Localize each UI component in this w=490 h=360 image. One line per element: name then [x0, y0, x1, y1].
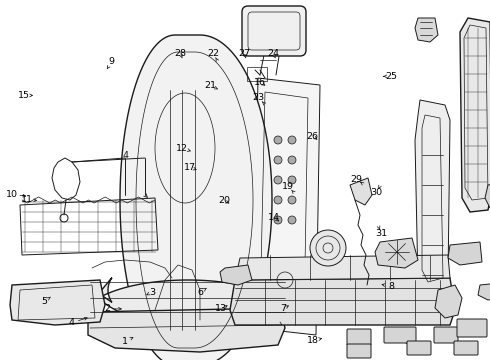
FancyBboxPatch shape [384, 327, 416, 343]
Polygon shape [485, 182, 490, 208]
Polygon shape [88, 308, 285, 352]
Text: 7: 7 [280, 304, 286, 313]
Circle shape [274, 156, 282, 164]
Circle shape [288, 196, 296, 204]
Circle shape [274, 136, 282, 144]
Text: 12: 12 [176, 144, 188, 153]
Polygon shape [415, 100, 450, 298]
Text: 29: 29 [351, 175, 363, 184]
Text: 20: 20 [219, 197, 230, 205]
FancyBboxPatch shape [454, 341, 478, 355]
Text: 31: 31 [375, 230, 387, 238]
Text: 1: 1 [122, 337, 128, 346]
Circle shape [310, 230, 346, 266]
Text: 8: 8 [388, 282, 394, 291]
Polygon shape [88, 278, 288, 326]
Text: 17: 17 [184, 163, 196, 172]
Text: 4: 4 [68, 319, 74, 328]
Circle shape [274, 176, 282, 184]
Polygon shape [253, 78, 320, 335]
Text: 30: 30 [370, 188, 382, 197]
Text: 4: 4 [122, 150, 128, 159]
Polygon shape [220, 265, 252, 285]
Circle shape [288, 136, 296, 144]
FancyBboxPatch shape [347, 329, 371, 345]
Polygon shape [230, 278, 455, 325]
Polygon shape [10, 280, 105, 325]
Polygon shape [448, 242, 482, 265]
Text: 22: 22 [207, 49, 219, 58]
Polygon shape [460, 18, 490, 212]
Text: 10: 10 [6, 190, 18, 199]
Text: 27: 27 [238, 49, 250, 58]
Circle shape [274, 216, 282, 224]
Text: 18: 18 [307, 336, 318, 345]
Text: 11: 11 [21, 195, 33, 204]
Text: 13: 13 [216, 304, 227, 313]
Circle shape [288, 216, 296, 224]
Text: 9: 9 [109, 57, 115, 66]
Polygon shape [435, 285, 462, 318]
Text: 21: 21 [205, 81, 217, 90]
FancyBboxPatch shape [434, 327, 458, 343]
Text: 6: 6 [197, 288, 203, 297]
Text: 14: 14 [269, 213, 280, 222]
Text: 25: 25 [385, 72, 397, 81]
Text: 3: 3 [149, 288, 155, 297]
Polygon shape [235, 255, 450, 280]
Polygon shape [415, 18, 438, 42]
Text: 23: 23 [253, 94, 265, 102]
Text: 15: 15 [18, 91, 29, 100]
Polygon shape [350, 178, 372, 205]
FancyBboxPatch shape [457, 319, 487, 337]
Text: 2: 2 [104, 304, 110, 313]
Circle shape [288, 176, 296, 184]
Polygon shape [375, 238, 418, 268]
FancyBboxPatch shape [242, 6, 306, 56]
Text: 5: 5 [41, 297, 47, 306]
FancyBboxPatch shape [407, 341, 431, 355]
Text: 16: 16 [254, 77, 266, 86]
Polygon shape [120, 35, 272, 360]
Text: 19: 19 [282, 182, 294, 191]
Circle shape [274, 196, 282, 204]
Text: 26: 26 [307, 132, 318, 140]
Text: 28: 28 [174, 49, 186, 58]
Polygon shape [478, 283, 490, 300]
Circle shape [288, 156, 296, 164]
Text: 24: 24 [268, 49, 279, 58]
FancyBboxPatch shape [347, 344, 371, 358]
